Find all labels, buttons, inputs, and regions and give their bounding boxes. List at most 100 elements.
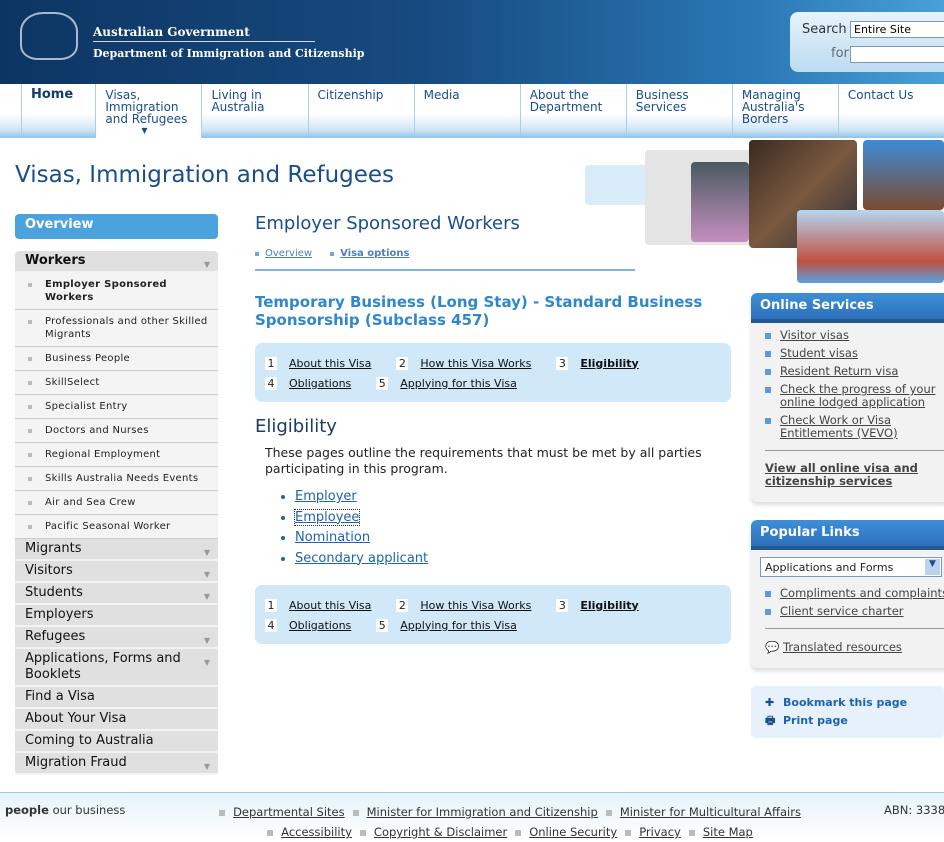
- footer-links: Departmental Sites Minister for Immigrati…: [210, 802, 810, 842]
- eligibility-heading: Eligibility: [255, 416, 337, 437]
- sidebar-item[interactable]: Refugees ▼: [15, 627, 218, 649]
- label: Applications, Forms and Booklets: [25, 651, 181, 682]
- label: Print page: [783, 714, 848, 727]
- link-vevo[interactable]: Check Work or Visa Entitlements (VEVO): [780, 413, 898, 440]
- step-link[interactable]: How this Visa Works: [420, 598, 532, 612]
- sidebar-subitem[interactable]: Pacific Seasonal Worker: [15, 515, 218, 539]
- nav-living[interactable]: Living in Australia: [201, 84, 307, 138]
- banner-photos: [585, 140, 944, 283]
- visa-steps-bottom: 1 About this Visa 2 How this Visa Works 3 Eli…: [255, 585, 731, 644]
- nav-visas[interactable]: Visas, Immigration and Refugees ▼: [95, 84, 202, 138]
- sidebar-item[interactable]: Students ▼: [15, 583, 218, 605]
- nav-business[interactable]: Business Services: [625, 84, 732, 138]
- right-column: Online Services Visitor visas Student vi…: [751, 293, 944, 738]
- sidebar-subitem[interactable]: Employer Sponsored Workers: [15, 273, 218, 310]
- nav-borders[interactable]: Managing Australia's Borders: [731, 84, 838, 138]
- tab-overview[interactable]: Overview: [255, 248, 312, 259]
- step-link[interactable]: Obligations: [289, 376, 352, 390]
- link-service-charter[interactable]: Client service charter: [780, 604, 904, 618]
- sidebar-subitem[interactable]: Doctors and Nurses: [15, 419, 218, 443]
- caret-down-icon: ▼: [141, 126, 148, 135]
- sidebar-subitem[interactable]: Skills Australia Needs Events: [15, 467, 218, 491]
- footer-link[interactable]: Accessibility: [267, 825, 352, 839]
- tab-visa-options[interactable]: Visa options: [330, 248, 409, 259]
- search-scope-select[interactable]: [850, 21, 944, 38]
- sidebar-menu: Workers ▼ Employer Sponsored Workers Profe…: [15, 251, 218, 775]
- link-check-progress[interactable]: Check the progress of your online lodged…: [780, 382, 936, 409]
- link-nomination[interactable]: Nomination: [295, 530, 371, 545]
- abn: ABN: 3338: [884, 803, 944, 817]
- sidebar-item-workers[interactable]: Workers ▼: [15, 251, 218, 273]
- printer-icon: 🖶: [765, 714, 776, 727]
- sidebar-overview[interactable]: Overview: [15, 214, 218, 239]
- sidebar-item[interactable]: Migration Fraud ▼: [15, 753, 218, 775]
- footer-link[interactable]: Minister for Immigration and Citizenship: [353, 805, 598, 819]
- popular-links-box: Popular Links Applications and Forms ▼ Co…: [751, 520, 944, 668]
- nav-home[interactable]: Home: [21, 84, 95, 138]
- sidebar-item[interactable]: Employers: [15, 605, 218, 627]
- sidebar-item[interactable]: Find a Visa: [15, 687, 218, 709]
- search-label: Search: [802, 22, 847, 37]
- visa-title: Temporary Business (Long Stay) - Standar…: [255, 293, 703, 329]
- step-link[interactable]: Obligations: [289, 618, 352, 632]
- link-translated[interactable]: Translated resources: [782, 640, 902, 654]
- step-number: 4: [265, 376, 277, 390]
- footer-link[interactable]: Departmental Sites: [219, 805, 345, 819]
- sub-tabs: Overview Visa options: [255, 248, 635, 271]
- sidebar-subitem[interactable]: Business People: [15, 347, 218, 371]
- popular-links-select[interactable]: Applications and Forms ▼: [760, 557, 942, 577]
- link-secondary-applicant[interactable]: Secondary applicant: [295, 550, 429, 566]
- bookmark-button[interactable]: ✚ Bookmark this page: [765, 694, 930, 712]
- step-link[interactable]: Eligibility: [580, 598, 639, 612]
- nav-contact[interactable]: Contact Us: [837, 84, 944, 138]
- footer-link[interactable]: Minister for Multicultural Affairs: [606, 805, 801, 819]
- step-number: 3: [556, 598, 569, 612]
- speech-bubbles-icon: 💬: [765, 640, 780, 654]
- sidebar-subitem[interactable]: Professionals and other Skilled Migrants: [15, 310, 218, 347]
- step-link[interactable]: About this Visa: [289, 356, 372, 370]
- sidebar-item[interactable]: Applications, Forms and Booklets ▼: [15, 649, 218, 687]
- print-button[interactable]: 🖶 Print page: [765, 712, 930, 730]
- link-resident-return[interactable]: Resident Return visa: [780, 364, 899, 378]
- nav-media[interactable]: Media: [413, 84, 520, 138]
- divider: [765, 450, 944, 451]
- step-link[interactable]: Applying for this Visa: [400, 618, 517, 632]
- sidebar-item[interactable]: Visitors ▼: [15, 561, 218, 583]
- link-student-visas[interactable]: Student visas: [780, 346, 858, 360]
- nav-citizenship[interactable]: Citizenship: [307, 84, 414, 138]
- sidebar-subitem[interactable]: Specialist Entry: [15, 395, 218, 419]
- link-employer[interactable]: Employer: [295, 489, 357, 504]
- step-link[interactable]: How this Visa Works: [420, 356, 532, 370]
- step-link[interactable]: About this Visa: [289, 598, 372, 612]
- footer-link[interactable]: Privacy: [625, 825, 681, 839]
- sidebar-subitem[interactable]: SkillSelect: [15, 371, 218, 395]
- chevron-down-icon: ▼: [203, 658, 210, 667]
- label: About Your Visa: [25, 711, 127, 726]
- nav-label: Visas, Immigration and Refugees: [105, 88, 188, 126]
- nav-about[interactable]: About the Department: [519, 84, 626, 138]
- step-number: 4: [265, 618, 277, 632]
- step-link[interactable]: Applying for this Visa: [400, 376, 517, 390]
- search-input[interactable]: [850, 46, 944, 63]
- page-title: Visas, Immigration and Refugees: [15, 162, 395, 188]
- divider: [765, 628, 944, 629]
- chevron-down-icon: ▼: [203, 762, 210, 771]
- footer-link[interactable]: Copyright & Disclaimer: [360, 825, 507, 839]
- sidebar-item[interactable]: Migrants ▼: [15, 539, 218, 561]
- sidebar-subitem[interactable]: Regional Employment: [15, 443, 218, 467]
- sidebar-subitem[interactable]: Air and Sea Crew: [15, 491, 218, 515]
- footer-link[interactable]: Site Map: [689, 825, 753, 839]
- link-compliments[interactable]: Compliments and complaints: [780, 586, 944, 600]
- sidebar-item[interactable]: Coming to Australia: [15, 731, 218, 753]
- steps-row: 1 About this Visa 2 How this Visa Works 3 Eli…: [265, 595, 721, 615]
- steps-row: 1 About this Visa 2 How this Visa Works 3 Eli…: [265, 353, 721, 373]
- step-number: 2: [396, 356, 409, 370]
- step-link[interactable]: Eligibility: [580, 356, 639, 370]
- link-view-all-online[interactable]: View all online visa and citizenship ser…: [765, 461, 918, 488]
- chevron-down-icon: ▼: [203, 260, 210, 269]
- link-employee[interactable]: Employee: [293, 508, 361, 526]
- link-visitor-visas[interactable]: Visitor visas: [780, 328, 849, 342]
- footer-link[interactable]: Online Security: [515, 825, 617, 839]
- sidebar-item[interactable]: About Your Visa: [15, 709, 218, 731]
- coat-of-arms-logo: [20, 12, 78, 60]
